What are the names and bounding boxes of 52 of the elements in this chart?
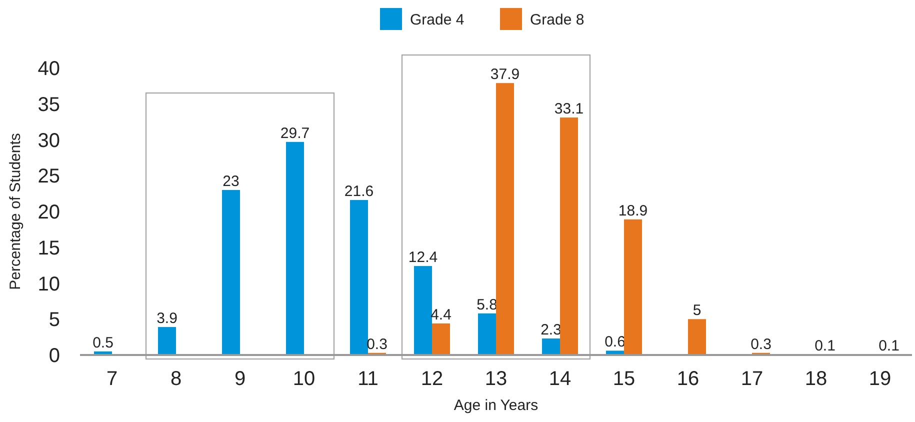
y-tick-label: 15 xyxy=(38,237,60,260)
x-tick-label: 18 xyxy=(804,368,828,390)
y-tick-label: 30 xyxy=(38,130,60,152)
bar xyxy=(560,118,578,355)
data-label: 0.6 xyxy=(604,334,626,351)
data-label: 23 xyxy=(222,172,240,190)
y-tick-label: 40 xyxy=(38,58,60,80)
data-label: 0.3 xyxy=(750,336,772,353)
bar xyxy=(478,313,496,355)
y-tick-label: 35 xyxy=(38,94,60,116)
y-tick-label: 0 xyxy=(48,345,60,367)
data-label: 33.1 xyxy=(554,100,584,118)
x-axis-title: Age in Years xyxy=(454,397,538,414)
data-label: 3.9 xyxy=(156,310,178,328)
legend-label: Grade 8 xyxy=(530,11,584,28)
data-label: 5 xyxy=(692,302,702,320)
y-axis-title: Percentage of Students xyxy=(7,133,24,290)
x-tick-label: 13 xyxy=(484,368,508,390)
data-label: 12.4 xyxy=(408,249,438,266)
data-label: 0.1 xyxy=(878,337,900,354)
data-label: 29.7 xyxy=(280,124,310,142)
data-label: 21.6 xyxy=(344,183,374,200)
legend-label: Grade 4 xyxy=(410,11,464,28)
x-tick-label: 10 xyxy=(292,368,316,390)
y-tick-label: 25 xyxy=(38,166,60,188)
bar xyxy=(624,219,642,355)
x-tick-label: 11 xyxy=(358,368,378,390)
bar xyxy=(158,327,176,355)
bar xyxy=(688,319,706,355)
bar xyxy=(496,83,514,355)
y-tick-label: 5 xyxy=(48,309,60,332)
data-label: 0.1 xyxy=(814,337,836,354)
data-label: 37.9 xyxy=(490,66,520,84)
x-tick-label: 16 xyxy=(676,368,700,390)
x-tick-label: 15 xyxy=(612,368,636,390)
x-tick-label: 17 xyxy=(740,368,764,390)
x-tick-label: 8 xyxy=(170,368,182,390)
y-tick-label: 10 xyxy=(38,273,60,296)
bar xyxy=(542,338,560,355)
bar xyxy=(222,190,240,355)
x-tick-label: 19 xyxy=(868,368,892,390)
bar xyxy=(432,323,450,355)
bar xyxy=(350,200,368,355)
x-tick-label: 9 xyxy=(234,368,246,390)
x-tick-label: 12 xyxy=(420,368,444,390)
bar xyxy=(286,142,304,355)
x-tick-label: 7 xyxy=(106,368,118,390)
data-label: 0.5 xyxy=(92,334,114,352)
x-tick-label: 14 xyxy=(548,368,572,390)
y-tick-label: 20 xyxy=(38,202,60,224)
bar xyxy=(414,266,432,355)
data-label: 18.9 xyxy=(618,202,648,220)
